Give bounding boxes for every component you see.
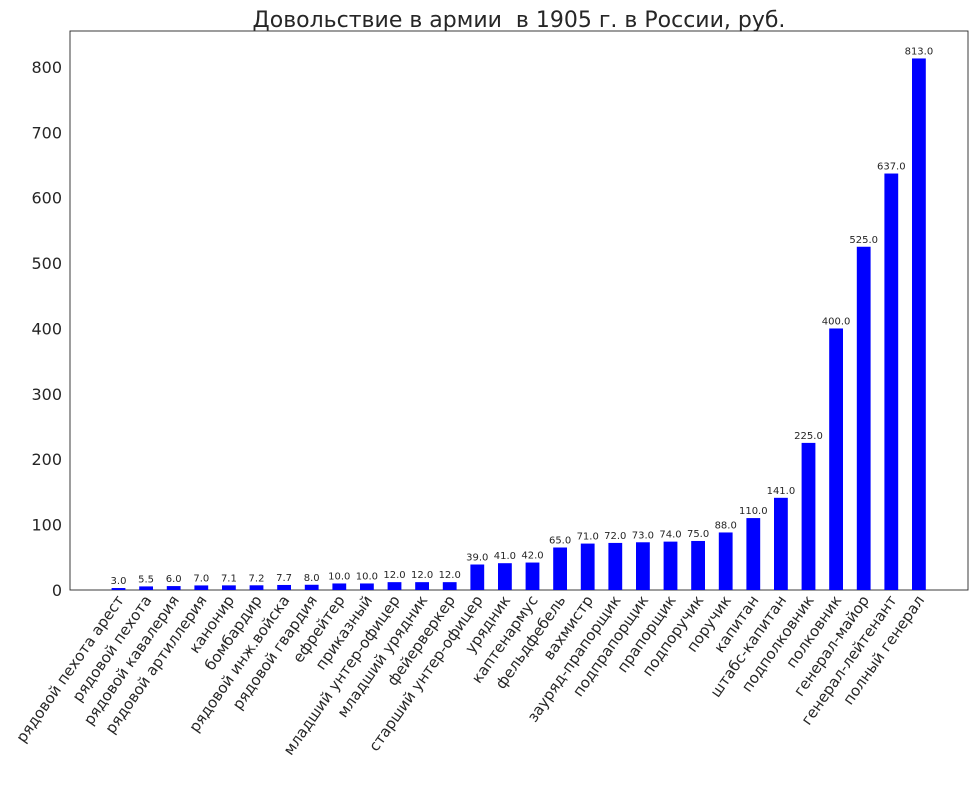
bar-data-label: 7.0 bbox=[193, 573, 209, 584]
bar-data-label: 71.0 bbox=[577, 532, 599, 543]
y-tick-label: 300 bbox=[31, 385, 62, 404]
y-tick-label: 400 bbox=[31, 319, 62, 338]
bar-data-label: 6.0 bbox=[166, 574, 182, 585]
bar bbox=[442, 582, 457, 590]
chart-title: Довольствие в армии в 1905 г. в России, … bbox=[253, 8, 786, 33]
bar-data-label: 400.0 bbox=[822, 316, 851, 327]
bar bbox=[691, 540, 705, 590]
bar bbox=[498, 563, 512, 590]
y-tick-label: 500 bbox=[31, 254, 62, 273]
bar bbox=[774, 497, 788, 590]
bar bbox=[249, 585, 264, 590]
y-axis-ticks: 0 100 200 300 400 500 600 700 800 bbox=[31, 58, 62, 600]
bar bbox=[829, 328, 843, 590]
bar bbox=[166, 586, 181, 590]
bar-data-label: 7.2 bbox=[249, 573, 265, 584]
bar bbox=[663, 541, 678, 590]
bar bbox=[139, 586, 153, 590]
bar bbox=[856, 246, 871, 590]
bar-data-label: 72.0 bbox=[604, 531, 626, 542]
bar bbox=[415, 582, 429, 590]
bar-data-label: 65.0 bbox=[549, 536, 571, 547]
bar bbox=[525, 562, 540, 590]
bar-data-label: 42.0 bbox=[521, 551, 543, 562]
bar bbox=[608, 542, 623, 590]
bar bbox=[553, 547, 567, 590]
bar-data-label: 12.0 bbox=[383, 570, 405, 581]
bar bbox=[912, 58, 926, 590]
bar-data-label: 10.0 bbox=[356, 571, 378, 582]
bar-data-label: 7.1 bbox=[221, 573, 237, 584]
y-tick-label: 0 bbox=[52, 581, 62, 600]
bar-data-label: 141.0 bbox=[767, 486, 796, 497]
bar bbox=[718, 532, 733, 590]
y-tick-label: 700 bbox=[31, 123, 62, 142]
bar bbox=[636, 542, 650, 590]
y-tick-label: 100 bbox=[31, 516, 62, 535]
bar bbox=[884, 173, 899, 590]
bar-data-label: 5.5 bbox=[138, 574, 154, 585]
bar bbox=[194, 585, 209, 590]
bar-data-label: 12.0 bbox=[411, 570, 433, 581]
bar bbox=[277, 584, 291, 590]
data-labels: 3.0 5.5 6.0 7.0 7.1 7.2 7.7 8.0 10.0 10.0 12.0 12.0… bbox=[111, 46, 934, 587]
bar-data-label: 75.0 bbox=[687, 529, 709, 540]
bar-data-label: 110.0 bbox=[739, 506, 768, 517]
bar bbox=[360, 583, 374, 590]
bar bbox=[111, 588, 126, 590]
bar-data-label: 74.0 bbox=[659, 530, 681, 541]
bar bbox=[387, 582, 402, 590]
y-tick-label: 200 bbox=[31, 450, 62, 469]
bar-data-label: 39.0 bbox=[466, 553, 488, 564]
bar-data-label: 8.0 bbox=[304, 573, 320, 584]
bar bbox=[222, 585, 236, 590]
bar-data-label: 525.0 bbox=[849, 235, 878, 246]
bar-data-label: 88.0 bbox=[715, 520, 737, 531]
y-tick-label: 800 bbox=[31, 58, 62, 77]
bar bbox=[580, 543, 595, 590]
bars bbox=[111, 58, 926, 590]
bar bbox=[746, 518, 761, 590]
bar-data-label: 3.0 bbox=[111, 576, 127, 587]
bar bbox=[470, 564, 485, 590]
bar-data-label: 813.0 bbox=[905, 46, 934, 57]
plot-area-frame bbox=[69, 30, 969, 591]
bar-data-label: 225.0 bbox=[794, 431, 823, 442]
bar-data-label: 7.7 bbox=[276, 573, 292, 584]
bar bbox=[304, 584, 319, 590]
bar-data-label: 41.0 bbox=[494, 551, 516, 562]
bar-data-label: 73.0 bbox=[632, 530, 654, 541]
bar bbox=[801, 442, 816, 590]
bar-data-label: 12.0 bbox=[439, 570, 461, 581]
bar bbox=[332, 583, 347, 590]
bar-data-label: 10.0 bbox=[328, 571, 350, 582]
y-tick-label: 600 bbox=[31, 189, 62, 208]
bar-data-label: 637.0 bbox=[877, 162, 906, 173]
